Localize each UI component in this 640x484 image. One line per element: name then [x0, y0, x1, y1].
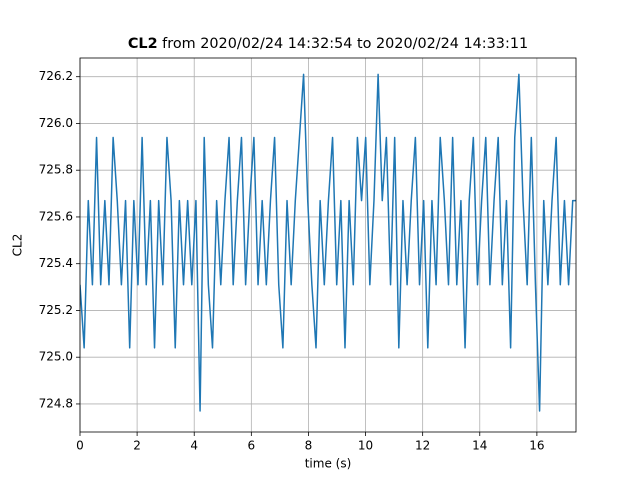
y-tick-label: 726.2	[39, 69, 73, 83]
y-axis-label: CL2	[11, 234, 25, 257]
y-tick-label: 725.4	[39, 256, 73, 270]
x-tick-label: 4	[190, 439, 198, 453]
y-tick-label: 725.6	[39, 209, 73, 223]
title-text: from 2020/02/24 14:32:54 to 2020/02/24 1…	[162, 36, 528, 52]
x-tick-label: 16	[529, 439, 544, 453]
x-tick-label: 10	[358, 439, 373, 453]
chart-title: CL2 from 2020/02/24 14:32:54 to 2020/02/…	[128, 36, 528, 52]
x-tick-label: 0	[76, 439, 84, 453]
y-tick-label: 725.2	[39, 303, 73, 317]
y-tick-label: 725.0	[39, 350, 73, 364]
x-tick-label: 2	[133, 439, 141, 453]
data-line	[80, 73, 576, 412]
y-tick-label: 726.0	[39, 116, 73, 130]
y-tick-label: 724.8	[39, 396, 73, 410]
x-tick-label: 6	[248, 439, 256, 453]
x-axis-label: time (s)	[305, 457, 352, 471]
x-tick-label: 14	[472, 439, 487, 453]
x-tick-label: 8	[305, 439, 313, 453]
plot-frame	[79, 57, 577, 433]
x-tick-label: 12	[415, 439, 430, 453]
y-tick-label: 725.8	[39, 163, 73, 177]
title-variable: CL2	[128, 36, 158, 52]
